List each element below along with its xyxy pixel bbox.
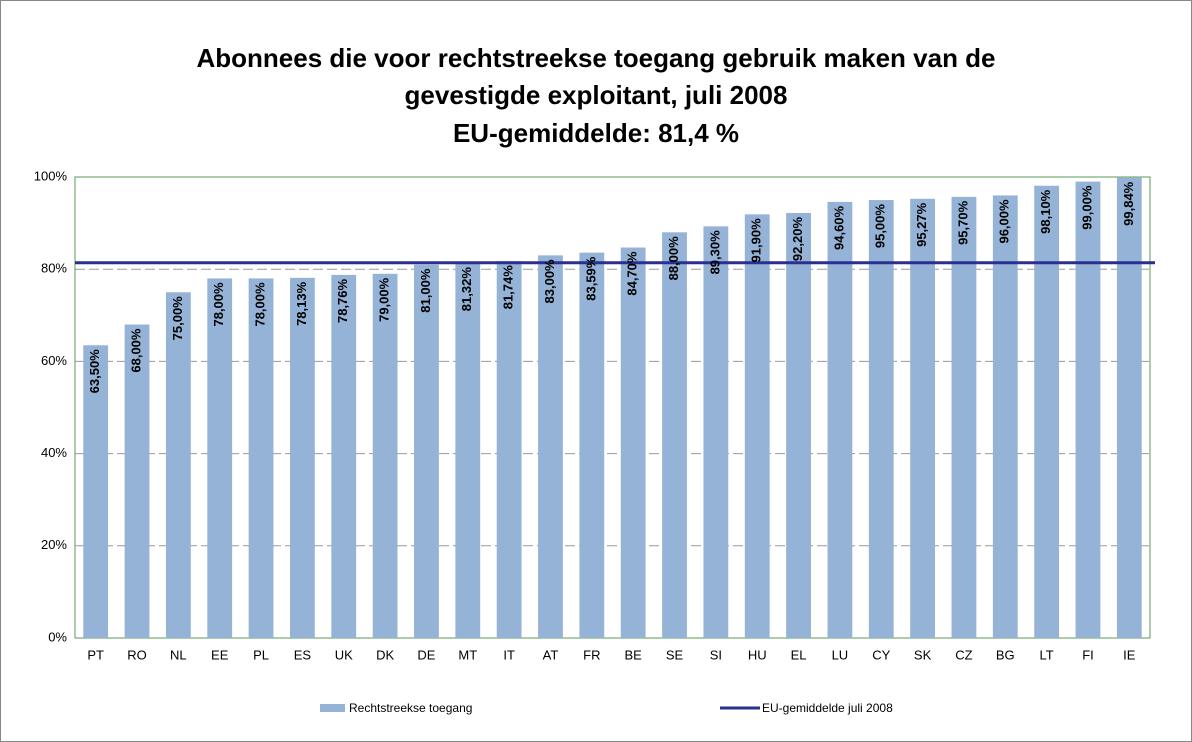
bar bbox=[372, 273, 398, 638]
x-tick-label: BE bbox=[625, 647, 643, 662]
data-label: 68,00% bbox=[128, 328, 143, 373]
bar bbox=[248, 278, 274, 638]
data-label: 89,30% bbox=[707, 230, 722, 275]
data-label: 95,27% bbox=[914, 202, 929, 247]
bar bbox=[83, 345, 109, 638]
data-label: 78,13% bbox=[294, 281, 309, 326]
bar bbox=[538, 255, 563, 638]
y-tick-label: 100% bbox=[34, 168, 68, 183]
bar bbox=[331, 274, 357, 638]
x-tick-label: SE bbox=[666, 647, 684, 662]
bar bbox=[868, 200, 894, 639]
x-tick-label: PT bbox=[87, 647, 104, 662]
y-tick-label: 20% bbox=[41, 537, 67, 552]
legend-swatch bbox=[320, 704, 345, 712]
bar bbox=[290, 277, 315, 638]
bar bbox=[1075, 181, 1101, 639]
x-tick-label: EL bbox=[791, 647, 807, 662]
bar bbox=[455, 263, 481, 638]
x-tick-label: HU bbox=[748, 647, 767, 662]
data-label: 95,70% bbox=[955, 200, 970, 245]
legend-label: Rechtstreekse toegang bbox=[349, 701, 472, 715]
x-tick-label: DE bbox=[417, 647, 435, 662]
bar bbox=[414, 264, 439, 638]
data-label: 96,00% bbox=[997, 199, 1012, 244]
chart-title: Abonnees die voor rechtstreekse toegang … bbox=[196, 43, 995, 73]
x-tick-label: UK bbox=[335, 647, 353, 662]
x-tick-label: SK bbox=[914, 647, 932, 662]
x-tick-label: PL bbox=[253, 647, 269, 662]
y-tick-label: 40% bbox=[41, 445, 67, 460]
x-tick-label: CZ bbox=[955, 647, 972, 662]
bar bbox=[207, 278, 233, 638]
x-tick-label: DK bbox=[376, 647, 394, 662]
x-tick-label: MT bbox=[458, 647, 477, 662]
x-tick-label: FR bbox=[583, 647, 600, 662]
y-tick-label: 60% bbox=[41, 353, 67, 368]
x-tick-label: NL bbox=[170, 647, 187, 662]
data-label: 99,84% bbox=[1121, 181, 1136, 226]
data-label: 84,70% bbox=[625, 251, 640, 296]
legend-label: EU-gemiddelde juli 2008 bbox=[762, 701, 893, 715]
x-tick-label: IE bbox=[1123, 647, 1136, 662]
data-label: 79,00% bbox=[377, 277, 392, 322]
bar bbox=[703, 226, 729, 638]
bar bbox=[951, 196, 977, 638]
x-tick-label: ES bbox=[294, 647, 312, 662]
bar bbox=[744, 214, 770, 638]
data-label: 78,76% bbox=[335, 278, 350, 323]
bar bbox=[496, 261, 522, 638]
y-tick-label: 80% bbox=[41, 261, 67, 276]
x-tick-label: EE bbox=[211, 647, 229, 662]
y-tick-label: 0% bbox=[48, 629, 67, 644]
x-tick-label: AT bbox=[543, 647, 559, 662]
data-label: 98,10% bbox=[1038, 189, 1053, 234]
data-label: 95,00% bbox=[873, 204, 888, 249]
data-label: 81,32% bbox=[459, 267, 474, 312]
data-label: 83,59% bbox=[583, 256, 598, 301]
x-tick-label: SI bbox=[710, 647, 722, 662]
bar bbox=[165, 292, 191, 638]
data-label: 92,20% bbox=[790, 217, 805, 262]
bar bbox=[620, 247, 646, 638]
bar bbox=[662, 232, 687, 638]
x-tick-label: IT bbox=[503, 647, 515, 662]
bar bbox=[1116, 177, 1142, 638]
data-label: 83,00% bbox=[542, 259, 557, 304]
x-tick-label: BG bbox=[996, 647, 1015, 662]
data-label: 94,60% bbox=[831, 205, 846, 250]
data-label: 78,00% bbox=[211, 282, 226, 327]
bar bbox=[124, 324, 150, 638]
x-tick-label: FI bbox=[1082, 647, 1094, 662]
data-label: 88,00% bbox=[666, 236, 681, 281]
data-label: 99,00% bbox=[1079, 185, 1094, 230]
bar bbox=[910, 198, 935, 638]
data-label: 81,74% bbox=[501, 265, 516, 310]
bar bbox=[827, 201, 853, 639]
x-tick-label: CY bbox=[872, 647, 890, 662]
data-label: 91,90% bbox=[749, 218, 764, 263]
chart-subtitle: EU-gemiddelde: 81,4 % bbox=[453, 118, 739, 148]
chart-title: gevestigde exploitant, juli 2008 bbox=[405, 80, 788, 110]
x-tick-label: LU bbox=[832, 647, 849, 662]
data-label: 81,00% bbox=[418, 268, 433, 313]
data-label: 78,00% bbox=[252, 282, 267, 327]
bar bbox=[992, 195, 1018, 638]
bar bbox=[1034, 185, 1060, 638]
data-label: 63,50% bbox=[87, 349, 102, 394]
data-label: 75,00% bbox=[170, 296, 185, 341]
bar bbox=[579, 252, 605, 639]
bar bbox=[786, 212, 811, 638]
x-tick-label: RO bbox=[127, 647, 147, 662]
x-tick-label: LT bbox=[1040, 647, 1054, 662]
plot-border bbox=[74, 176, 1151, 639]
